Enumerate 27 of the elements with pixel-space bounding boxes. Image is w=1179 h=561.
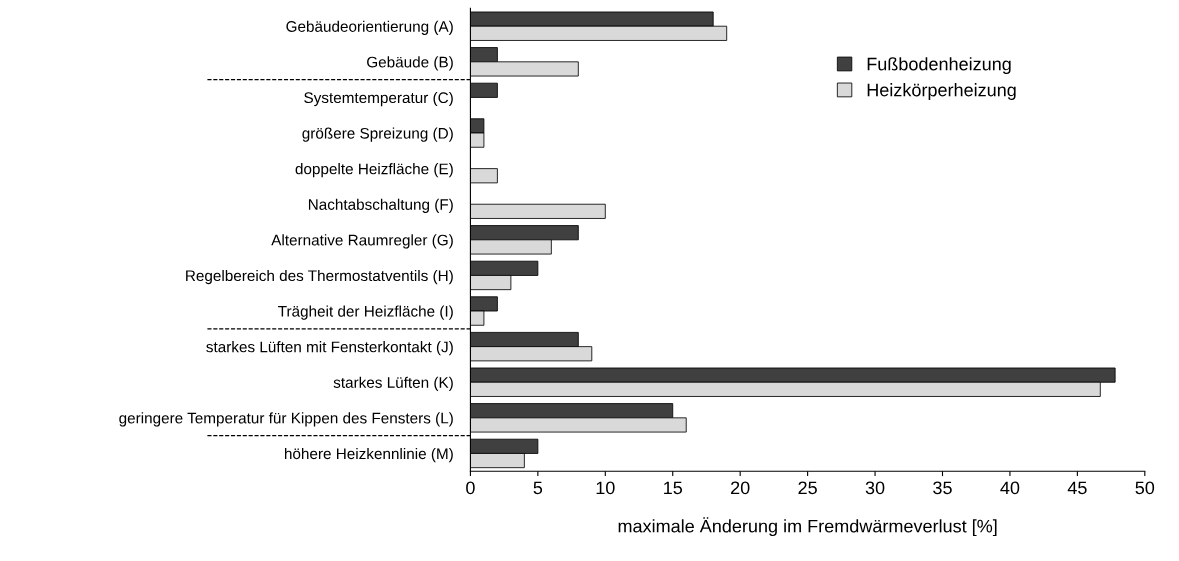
x-tick-label: 45 xyxy=(1067,481,1087,495)
y-tick-label: doppelte Heizfläche (E) xyxy=(295,163,453,178)
y-tick-label: Trägheit der Heizfläche (I) xyxy=(278,305,453,320)
y-tick-label: Nachtabschaltung (F) xyxy=(308,198,453,213)
x-tick-label: 15 xyxy=(664,481,683,495)
x-tick-label: 10 xyxy=(596,481,615,495)
x-tick-label: 5 xyxy=(533,481,543,495)
x-tick-label: 40 xyxy=(1000,481,1020,495)
x-axis-title: maximale Änderung im Fremdwärmeverlust [%] xyxy=(618,517,997,537)
x-tick-label: 20 xyxy=(731,481,750,495)
x-tick-label: 0 xyxy=(466,481,475,495)
legend-label: Fußbodenheizung xyxy=(867,57,1011,74)
x-tick-label: 30 xyxy=(865,481,885,495)
y-tick-label: Gebäudeorientierung (A) xyxy=(286,20,453,35)
y-tick-label: Regelbereich des Thermostatventils (H) xyxy=(186,269,453,285)
x-tick-label: 50 xyxy=(1135,481,1155,495)
legend-label: Heizkörperheizung xyxy=(867,83,1016,100)
y-tick-label: höhere Heizkennlinie (M) xyxy=(284,447,453,463)
y-tick-label: starkes Lüften mit Fensterkontakt (J) xyxy=(206,341,453,356)
y-tick-label: Alternative Raumregler (G) xyxy=(271,234,453,249)
y-tick-label: Gebäude (B) xyxy=(367,56,453,71)
x-tick-label: 25 xyxy=(798,481,817,495)
y-tick-label: größere Spreizung (D) xyxy=(302,127,453,142)
y-tick-label: Systemtemperatur (C) xyxy=(304,91,453,107)
x-tick-label: 35 xyxy=(933,481,952,495)
y-tick-label: starkes Lüften (K) xyxy=(333,376,453,391)
y-tick-label: geringere Temperatur für Kippen des Fensters (L) xyxy=(119,412,453,427)
